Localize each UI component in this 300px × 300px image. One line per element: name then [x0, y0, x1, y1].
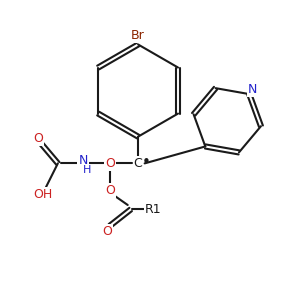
Text: Br: Br [131, 29, 145, 42]
Text: •: • [142, 155, 151, 170]
Text: O: O [34, 132, 44, 145]
Text: O: O [105, 184, 115, 196]
Text: N: N [248, 83, 257, 96]
Text: C: C [134, 157, 142, 170]
Text: N: N [78, 154, 88, 167]
Text: O: O [105, 157, 115, 170]
Text: R1: R1 [145, 203, 161, 216]
Text: O: O [102, 225, 112, 238]
Text: H: H [82, 165, 91, 175]
Text: OH: OH [33, 188, 52, 201]
